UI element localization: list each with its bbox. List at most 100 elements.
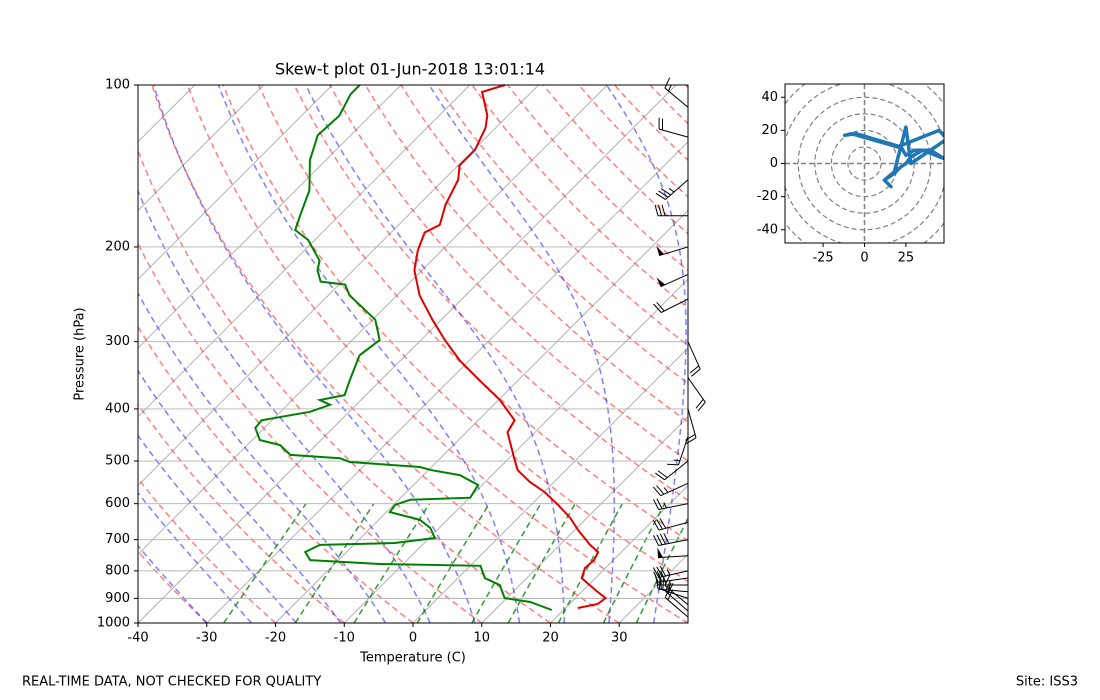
wind-barb <box>653 482 689 497</box>
footer-site: Site: ISS3 <box>1016 675 1078 690</box>
y-tick-label: 40 <box>761 90 778 105</box>
barb-feather <box>685 437 697 445</box>
isotherm <box>138 85 677 623</box>
isotherm <box>275 209 688 623</box>
y-tick-label: 600 <box>105 496 130 511</box>
hodograph-line <box>842 125 944 189</box>
dry-adiabat <box>364 85 688 423</box>
barb-feather <box>652 519 660 531</box>
dry-adiabat <box>138 477 276 623</box>
y-tick-label: 700 <box>105 532 130 547</box>
barb-staff <box>664 87 689 108</box>
barb-feather <box>655 472 665 481</box>
y-tick-label: -40 <box>757 222 778 237</box>
barb-staff <box>678 436 689 466</box>
barb-feather <box>656 485 665 495</box>
dry-adiabat <box>471 85 688 309</box>
dry-adiabat <box>685 85 688 89</box>
x-tick-label: -40 <box>127 631 148 646</box>
dry-adiabat <box>138 241 483 623</box>
barb-flag <box>657 547 664 558</box>
dry-adiabat <box>257 85 688 542</box>
dry-adiabat <box>138 148 551 623</box>
y-tick-label: 20 <box>761 123 778 138</box>
hodograph-area <box>785 84 944 243</box>
barb-staff <box>658 128 689 138</box>
barb-feather <box>653 535 660 546</box>
barb-feather <box>655 192 666 200</box>
isotherm <box>412 347 688 623</box>
x-tick-label: 20 <box>542 631 559 646</box>
barb-staff <box>659 588 689 599</box>
moist-adiabat <box>138 434 297 623</box>
dry-adiabat <box>138 550 208 623</box>
barb-feather <box>654 204 659 216</box>
barb-staff <box>658 521 689 531</box>
moist-adiabat <box>138 291 387 623</box>
mixing-ratio-line <box>635 516 688 623</box>
hodo-frame <box>784 83 945 244</box>
isotherm <box>138 85 196 143</box>
x-tick-label: 30 <box>611 631 628 646</box>
barb-feather <box>656 498 663 510</box>
barb-staff <box>658 588 689 593</box>
barb-staff <box>687 408 697 438</box>
wind-barb <box>664 77 689 108</box>
barb-half <box>663 487 669 493</box>
barb-feather <box>659 533 666 545</box>
y-tick-label: 300 <box>105 334 130 349</box>
isotherm <box>481 416 688 623</box>
moist-adiabat <box>305 85 566 623</box>
barb-feather <box>658 190 669 198</box>
x-tick-label: -20 <box>265 631 286 646</box>
isotherm <box>138 85 539 487</box>
footer-note: REAL-TIME DATA, NOT CHECKED FOR QUALITY <box>22 675 321 690</box>
barb-feather <box>695 399 704 409</box>
y-axis-label: Pressure (hPa) <box>73 307 88 400</box>
barb-staff <box>659 246 689 257</box>
x-tick-label: 0 <box>860 251 868 266</box>
barb-feather <box>653 571 659 583</box>
barb-staff <box>665 590 689 612</box>
y-tick-label: 400 <box>105 401 130 416</box>
moist-adiabat <box>138 189 431 623</box>
x-tick-label: 25 <box>898 251 915 266</box>
barb-staff <box>665 179 689 200</box>
wind-barb <box>657 547 689 559</box>
dry-adiabat <box>329 85 688 462</box>
hodograph: -25 0 25 -40 -20 0 20 40 <box>757 83 945 266</box>
profile-line <box>254 84 553 611</box>
wind-barb <box>654 204 688 217</box>
moist-adiabat <box>138 491 252 623</box>
y-tick-label: -20 <box>757 189 778 204</box>
y-tick-label: 0 <box>770 156 778 171</box>
mixing-ratio-line <box>471 503 542 623</box>
dry-adiabat <box>435 85 688 347</box>
isotherm <box>138 85 608 555</box>
plot-frame <box>137 84 689 624</box>
profile-line <box>413 84 608 609</box>
barb-feather <box>656 302 665 312</box>
wind-barb <box>653 498 689 511</box>
barb-flag <box>656 245 665 256</box>
isotherm <box>0 85 57 623</box>
barb-feather <box>657 470 668 479</box>
isotherm <box>138 85 333 280</box>
barb-feather <box>660 188 672 196</box>
barb-staff <box>660 482 689 497</box>
wind-barb <box>655 179 689 200</box>
barb-feather <box>662 578 664 591</box>
dry-adiabat <box>649 85 688 125</box>
wind-barb <box>667 436 689 466</box>
barb-half <box>668 188 675 193</box>
y-tick-label: 1000 <box>97 616 130 631</box>
dry-adiabat <box>138 325 414 623</box>
dry-adiabat <box>507 85 688 272</box>
wind-barb <box>658 117 689 138</box>
barb-feather <box>663 533 670 544</box>
wind-barb <box>655 460 689 481</box>
isotherm <box>206 141 688 623</box>
dry-adiabat <box>613 85 688 162</box>
dry-adiabat <box>186 85 688 623</box>
barb-staff <box>658 577 689 583</box>
